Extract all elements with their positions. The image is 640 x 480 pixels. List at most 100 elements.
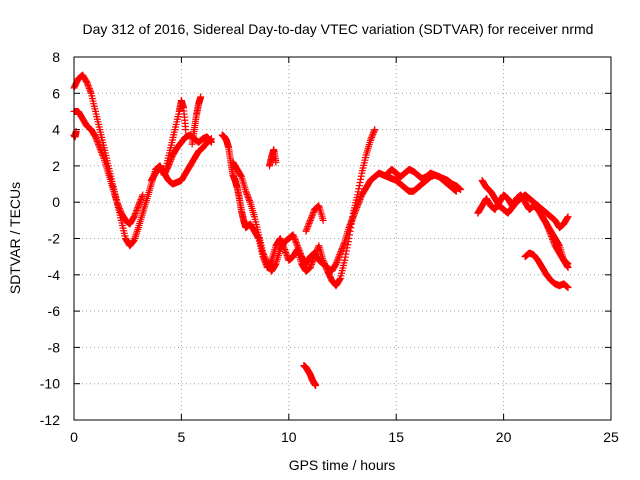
data-point	[307, 262, 315, 270]
plot-frame	[73, 56, 612, 421]
data-point	[340, 240, 348, 248]
data-point	[369, 129, 377, 137]
data-point	[242, 189, 250, 197]
data-point	[133, 229, 141, 237]
data-point	[91, 133, 99, 141]
y-tick-label: 4	[52, 122, 60, 138]
data-point	[133, 205, 141, 213]
data-point	[98, 148, 106, 156]
x-tick-label: 15	[388, 429, 404, 445]
data-point	[354, 200, 362, 208]
data-point	[341, 256, 349, 264]
data-point	[341, 253, 349, 261]
data-point	[262, 257, 270, 265]
data-point	[349, 214, 357, 222]
series-track-b	[70, 107, 147, 228]
series-track-h	[478, 176, 572, 232]
data-point	[546, 228, 554, 236]
grid-lines	[74, 57, 611, 420]
data-point	[85, 85, 93, 93]
series-track-j	[538, 213, 572, 268]
series-track-i	[521, 249, 572, 292]
data-point	[336, 275, 344, 283]
data-point	[350, 210, 358, 218]
data-point	[115, 203, 123, 211]
y-tick-label: -8	[48, 339, 61, 355]
data-point	[302, 227, 310, 235]
data-point	[548, 234, 556, 242]
data-point	[335, 252, 343, 260]
x-tick-label: 25	[603, 429, 619, 445]
data-point	[282, 249, 290, 257]
data-point	[138, 192, 146, 200]
data-point	[291, 236, 299, 244]
data-point	[368, 132, 376, 140]
data-point	[197, 93, 205, 101]
data-point	[563, 214, 571, 222]
data-point	[347, 219, 355, 227]
data-point	[355, 199, 363, 207]
data-point	[352, 205, 360, 213]
x-tick-label: 0	[70, 429, 78, 445]
data-point	[355, 182, 363, 190]
data-point	[85, 83, 93, 91]
data-point	[97, 147, 105, 155]
data-point	[245, 195, 253, 203]
data-point	[87, 88, 95, 96]
data-point	[349, 213, 357, 221]
data-point	[296, 250, 304, 258]
data-point	[543, 220, 551, 228]
data-point	[308, 212, 316, 220]
data-point	[345, 224, 353, 232]
data-point	[290, 232, 298, 240]
data-point	[135, 200, 143, 208]
data-point	[132, 231, 140, 239]
data-point	[366, 136, 374, 144]
series-track-f	[384, 166, 465, 193]
data-point	[319, 216, 327, 224]
data-point	[367, 135, 375, 143]
data-point	[357, 194, 365, 202]
data-point	[131, 211, 139, 219]
y-tick-label: -12	[40, 412, 60, 428]
data-point	[96, 144, 104, 152]
data-point	[357, 172, 365, 180]
data-point	[132, 208, 140, 216]
data-point	[308, 213, 316, 221]
data-point	[260, 251, 268, 259]
data-point	[136, 199, 144, 207]
axis-ticks: 0 5 10 15 20 25 -12 -10 -8 -6 -4 -2 0 2 4 6 8	[40, 49, 619, 445]
data-point	[347, 217, 355, 225]
data-point	[134, 225, 142, 233]
data-point	[283, 252, 291, 260]
data-point	[242, 187, 250, 195]
data-point	[207, 135, 215, 143]
data-point	[115, 204, 123, 212]
data-point	[292, 239, 300, 247]
data-point	[139, 191, 147, 199]
data-point	[113, 198, 121, 206]
data-point	[130, 213, 138, 221]
data-point	[272, 158, 280, 166]
x-tick-label: 20	[496, 429, 512, 445]
data-point	[369, 130, 377, 138]
data-point	[84, 80, 92, 88]
series-track-c	[147, 135, 215, 188]
data-point	[352, 206, 360, 214]
data-point	[543, 222, 551, 230]
data-point	[296, 248, 304, 256]
data-point	[182, 126, 190, 134]
data-point	[303, 224, 311, 232]
data-point	[368, 133, 376, 141]
data-point	[93, 136, 101, 144]
data-point	[334, 255, 342, 263]
data-point	[305, 219, 313, 227]
data-point	[303, 226, 311, 234]
y-tick-label: 2	[52, 158, 60, 174]
data-point	[243, 190, 251, 198]
y-tick-label: -6	[48, 303, 61, 319]
data-point	[95, 142, 103, 150]
y-tick-label: 8	[52, 49, 60, 65]
series-spike-5h	[162, 97, 190, 170]
